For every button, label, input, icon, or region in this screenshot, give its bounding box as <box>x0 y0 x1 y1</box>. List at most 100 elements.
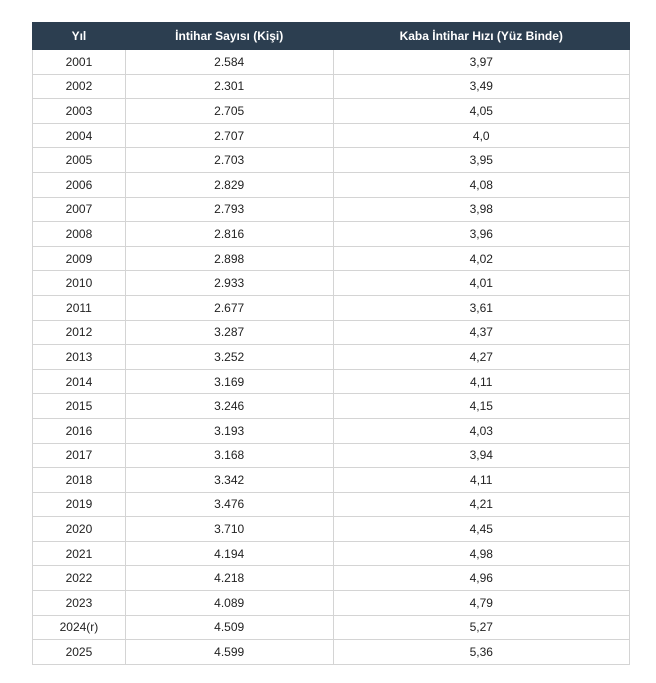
table-row: 2021 4.194 4,98 <box>32 540 631 567</box>
table-cell: 4.218 <box>124 565 334 592</box>
table-cell: 4,0 <box>332 122 631 149</box>
table-cell: 2.705 <box>124 98 334 124</box>
table-cell: 4,15 <box>332 393 631 419</box>
table-row: 2024(r) 4.509 5,27 <box>32 614 631 641</box>
table-cell: 2.584 <box>124 49 334 75</box>
table-cell: 5,27 <box>332 614 631 641</box>
table-cell: 2009 <box>32 245 126 272</box>
table-cell: 3.710 <box>124 516 334 542</box>
table-cell: 2.301 <box>124 73 334 100</box>
table-row: 2010 2.933 4,01 <box>32 270 631 296</box>
table-cell: 2004 <box>32 122 126 149</box>
table-row: 2011 2.677 3,61 <box>32 294 631 321</box>
table-row: 2003 2.705 4,05 <box>32 98 631 124</box>
table-cell: 4,08 <box>332 171 631 198</box>
table-row: 2020 3.710 4,45 <box>32 516 631 542</box>
table-cell: 4.194 <box>124 540 334 567</box>
table-cell: 4,45 <box>332 516 631 542</box>
table-row: 2015 3.246 4,15 <box>32 393 631 419</box>
table-cell: 3,96 <box>332 221 631 247</box>
table-cell: 4,37 <box>332 319 631 346</box>
table-row: 2006 2.829 4,08 <box>32 171 631 198</box>
table-cell: 2.707 <box>124 122 334 149</box>
table-cell: 2.933 <box>124 270 334 296</box>
table-cell: 3.246 <box>124 393 334 419</box>
table-cell: 4,98 <box>332 540 631 567</box>
table-cell: 2025 <box>32 639 126 665</box>
table-cell: 4.509 <box>124 614 334 641</box>
table-cell: 4,79 <box>332 590 631 616</box>
table-cell: 3,61 <box>332 294 631 321</box>
table-cell: 2.677 <box>124 294 334 321</box>
table-row: 2023 4.089 4,79 <box>32 590 631 616</box>
table-cell: 4,21 <box>332 491 631 518</box>
table-row: 2007 2.793 3,98 <box>32 196 631 223</box>
table-cell: 3,97 <box>332 49 631 75</box>
table-cell: 2023 <box>32 590 126 616</box>
table-row: 2001 2.584 3,97 <box>32 49 631 75</box>
table-cell: 2.816 <box>124 221 334 247</box>
table-cell: 3.287 <box>124 319 334 346</box>
table-row: 2009 2.898 4,02 <box>32 245 631 272</box>
table-cell: 4,05 <box>332 98 631 124</box>
table-row: 2022 4.218 4,96 <box>32 565 631 592</box>
table-cell: 3,98 <box>332 196 631 223</box>
table-row: 2019 3.476 4,21 <box>32 491 631 518</box>
table-cell: 2010 <box>32 270 126 296</box>
table-row: 2018 3.342 4,11 <box>32 467 631 493</box>
table-cell: 2013 <box>32 344 126 370</box>
table-cell: 2005 <box>32 147 126 173</box>
table-cell: 2024(r) <box>32 614 126 641</box>
table-cell: 2003 <box>32 98 126 124</box>
table-row: 2016 3.193 4,03 <box>32 417 631 444</box>
table-row: 2005 2.703 3,95 <box>32 147 631 173</box>
table-cell: 3.476 <box>124 491 334 518</box>
table-cell: 2001 <box>32 49 126 75</box>
table-cell: 3,49 <box>332 73 631 100</box>
table-cell: 5,36 <box>332 639 631 665</box>
table-cell: 2.703 <box>124 147 334 173</box>
table-cell: 2021 <box>32 540 126 567</box>
table-cell: 2012 <box>32 319 126 346</box>
table-body: 2001 2.584 3,97 2002 2.301 3,49 2003 2.705 4,05 2… <box>32 49 631 665</box>
table-cell: 4,96 <box>332 565 631 592</box>
table-cell: 2022 <box>32 565 126 592</box>
table-row: 2008 2.816 3,96 <box>32 221 631 247</box>
table-cell: 4,11 <box>332 368 631 395</box>
header-cell: İntihar Sayısı (Kişi) <box>124 22 334 50</box>
table-header: Yıl İntihar Sayısı (Kişi) Kaba İntihar H… <box>32 22 631 50</box>
table-cell: 2007 <box>32 196 126 223</box>
table-cell: 2017 <box>32 442 126 469</box>
table-cell: 2006 <box>32 171 126 198</box>
table-cell: 3.252 <box>124 344 334 370</box>
table-cell: 2.898 <box>124 245 334 272</box>
table-cell: 4.089 <box>124 590 334 616</box>
table-cell: 2.793 <box>124 196 334 223</box>
table-cell: 2015 <box>32 393 126 419</box>
table-row: 2012 3.287 4,37 <box>32 319 631 346</box>
table-cell: 2.829 <box>124 171 334 198</box>
table-cell: 2002 <box>32 73 126 100</box>
table-cell: 4,27 <box>332 344 631 370</box>
table-row: 2004 2.707 4,0 <box>32 122 631 149</box>
data-table: Yıl İntihar Sayısı (Kişi) Kaba İntihar H… <box>32 22 631 665</box>
table-cell: 3.169 <box>124 368 334 395</box>
table-row: 2025 4.599 5,36 <box>32 639 631 665</box>
table-cell: 2011 <box>32 294 126 321</box>
table-cell: 4.599 <box>124 639 334 665</box>
table-cell: 3,95 <box>332 147 631 173</box>
table-cell: 2018 <box>32 467 126 493</box>
table-cell: 2014 <box>32 368 126 395</box>
table-cell: 3.193 <box>124 417 334 444</box>
table-cell: 4,11 <box>332 467 631 493</box>
table-row: 2014 3.169 4,11 <box>32 368 631 395</box>
table-row: 2002 2.301 3,49 <box>32 73 631 100</box>
header-row: Yıl İntihar Sayısı (Kişi) Kaba İntihar H… <box>32 22 631 50</box>
header-cell: Kaba İntihar Hızı (Yüz Binde) <box>332 22 631 50</box>
header-cell: Yıl <box>32 22 126 50</box>
table-cell: 3.342 <box>124 467 334 493</box>
table-cell: 3.168 <box>124 442 334 469</box>
table-cell: 2020 <box>32 516 126 542</box>
table-row: 2013 3.252 4,27 <box>32 344 631 370</box>
